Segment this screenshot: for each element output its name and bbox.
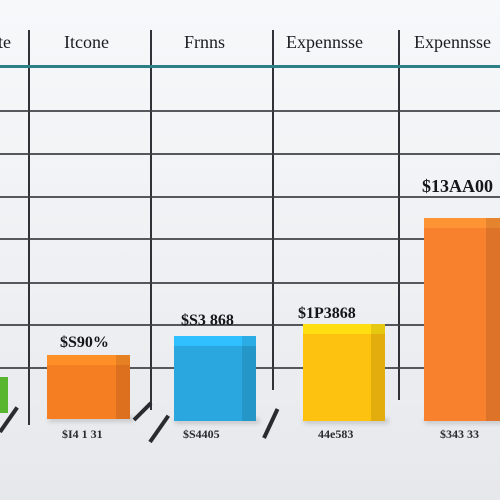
yellow-block-face bbox=[303, 324, 385, 421]
price-label-blue: $S3 868 bbox=[181, 312, 234, 329]
orange-block-small bbox=[47, 355, 130, 419]
grid-vline bbox=[398, 30, 400, 400]
grid-hline bbox=[0, 238, 500, 240]
block-shadow bbox=[48, 416, 134, 422]
orange-tall-top bbox=[424, 218, 500, 228]
orange-tall-face bbox=[424, 218, 500, 421]
grid-hline bbox=[0, 110, 500, 112]
blue-block-top bbox=[174, 336, 256, 346]
grid-hline bbox=[0, 153, 500, 155]
green-block-face bbox=[0, 377, 8, 413]
yellow-block-side bbox=[371, 324, 385, 421]
header-col0: te bbox=[0, 32, 11, 52]
block-shadow bbox=[303, 418, 389, 424]
orange-tall-side bbox=[486, 218, 500, 421]
footer-label: $343 33 bbox=[440, 427, 479, 441]
orange-block-face bbox=[47, 355, 130, 419]
blue-block-face bbox=[174, 336, 256, 421]
header-expenses-2: Expennsse bbox=[414, 32, 491, 52]
price-label-orange-small: $S90% bbox=[60, 334, 109, 351]
ground-tick bbox=[262, 408, 280, 439]
footer-label: 44e583 bbox=[318, 427, 354, 441]
block-shadow bbox=[424, 418, 500, 424]
header-rule bbox=[0, 65, 500, 68]
orange-block-top bbox=[47, 355, 130, 365]
blue-block bbox=[174, 336, 256, 421]
grid-vline bbox=[28, 30, 30, 425]
grid-hline bbox=[0, 324, 500, 326]
blue-block-side bbox=[242, 336, 256, 421]
header-funds: Frnns bbox=[184, 32, 226, 52]
ground-tick bbox=[132, 401, 153, 422]
footer-label: $I4 1 31 bbox=[62, 427, 103, 441]
header-income: Itcone bbox=[64, 32, 109, 52]
orange-block-side bbox=[116, 355, 130, 419]
block-shadow bbox=[174, 418, 260, 424]
orange-block-tall bbox=[424, 218, 500, 421]
price-label-orange-tall: $13AA00 bbox=[422, 176, 493, 196]
grid-vline bbox=[150, 30, 152, 410]
ground-tick bbox=[148, 414, 170, 444]
price-label-yellow: $1P3868 bbox=[298, 305, 356, 322]
green-block bbox=[0, 377, 8, 413]
yellow-block-top bbox=[303, 324, 385, 334]
header-expenses-1: Expennsse bbox=[286, 32, 363, 52]
grid-vline bbox=[272, 30, 274, 390]
grid-hline bbox=[0, 282, 500, 284]
footer-label: $S4405 bbox=[183, 427, 220, 441]
grid-hline bbox=[0, 196, 500, 198]
yellow-block bbox=[303, 324, 385, 421]
